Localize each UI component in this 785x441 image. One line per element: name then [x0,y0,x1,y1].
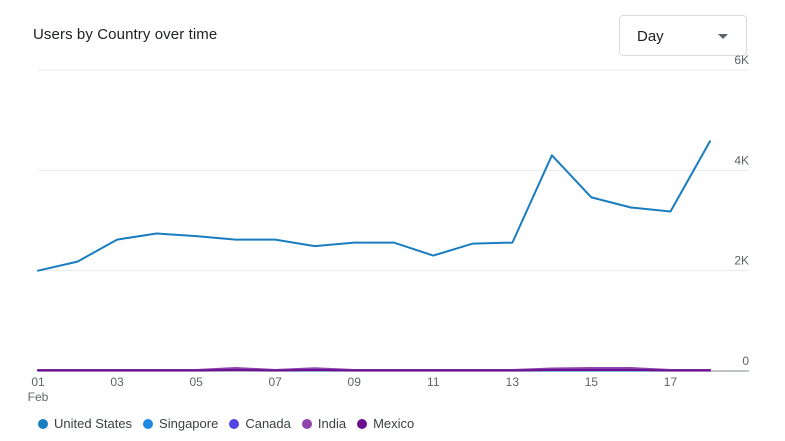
legend-label: Mexico [373,416,415,431]
legend-swatch [143,418,154,429]
x-tick-label: 05 [189,375,203,389]
x-tick-label: 15 [585,375,599,389]
legend-swatch [229,418,240,429]
legend-label: India [317,416,347,431]
legend-item-united-states[interactable]: United States [38,416,132,431]
gridlines [38,69,749,372]
x-tick-label: 11 [427,375,440,389]
legend-item-singapore[interactable]: Singapore [143,416,218,431]
x-tick-label: 03 [110,375,124,389]
y-axis-ticks: 0 2K 4K 6K [734,53,749,368]
legend-label: Canada [245,416,291,431]
granularity-selected-value: Day [637,28,664,45]
arrow-drop-down-icon [718,34,728,39]
legend-swatch [357,418,368,429]
legend-item-canada[interactable]: Canada [229,416,291,431]
series-line-mexico [37,369,711,372]
y-tick-label: 4K [734,153,749,167]
x-tick-label: 07 [268,375,282,389]
x-tick-label: 17 [664,375,678,389]
x-tick-label: 01 [31,375,45,389]
x-tick-label: 09 [348,375,362,389]
series-line-united-states [37,140,711,272]
series-lines [37,140,711,372]
x-month-label: Feb [28,390,49,404]
y-tick-label: 6K [734,53,749,67]
granularity-dropdown[interactable]: Day [619,15,747,56]
x-tick-label: 13 [506,375,520,389]
legend-label: Singapore [159,416,219,431]
y-tick-label: 0 [742,354,749,368]
legend-swatch [301,418,312,429]
legend-item-india[interactable]: India [301,416,347,431]
legend-swatch [38,418,48,429]
chart-legend: United States Singapore Canada India Mexico [38,416,425,431]
x-axis-ticks: 01 03 05 07 09 11 13 15 17 Feb [28,375,678,404]
y-tick-label: 2K [734,254,749,268]
legend-label: United States [54,416,133,431]
chart-title: Users by Country over time [33,26,218,43]
legend-item-mexico[interactable]: Mexico [357,416,414,431]
